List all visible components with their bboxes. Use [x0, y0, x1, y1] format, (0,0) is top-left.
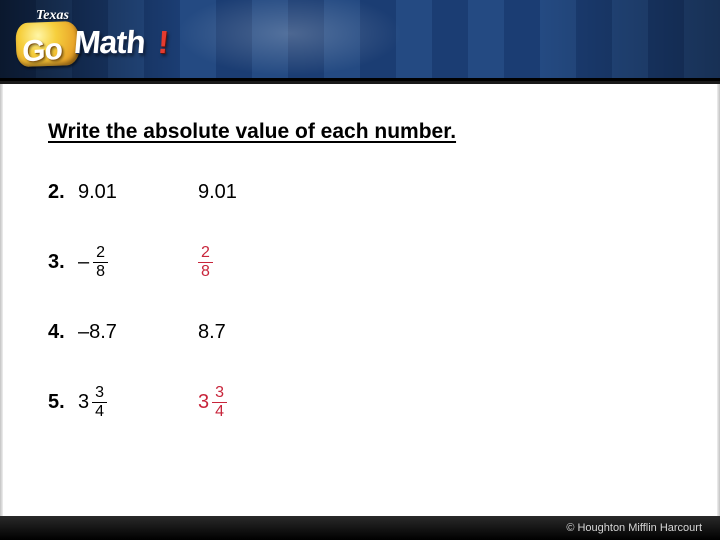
problem-answer: 3 3 4 [198, 385, 227, 420]
problem-answer: 9.01 [198, 181, 237, 204]
brand-logo: Texas Go Math ! [12, 8, 172, 74]
brand-math-text: Math [72, 24, 146, 61]
answer-mixed-number: 3 3 4 [198, 385, 227, 420]
fraction-numerator: 3 [212, 385, 227, 402]
problem-prompt: –8.7 [78, 321, 198, 344]
mixed-whole: 3 [198, 391, 209, 414]
problem-prompt: 3 3 4 [78, 385, 198, 420]
mixed-fraction: 3 4 [212, 385, 227, 420]
answer-value: 9.01 [198, 181, 237, 204]
fraction-denominator: 8 [198, 262, 213, 280]
brand-go-text: Go [22, 33, 62, 70]
answer-fraction: 2 8 [198, 245, 213, 280]
prompt-mixed-number: 3 3 4 [78, 385, 107, 420]
problem-number: 2. [48, 181, 78, 204]
problem-row: 2. 9.01 9.01 [48, 172, 672, 212]
negative-sign: – [78, 251, 89, 274]
mixed-whole: 3 [78, 391, 89, 414]
slide-edge-left [0, 84, 3, 516]
fraction-denominator: 8 [93, 262, 108, 280]
answer-value: 8.7 [198, 321, 226, 344]
problem-number: 5. [48, 391, 78, 414]
content-area: Write the absolute value of each number.… [48, 120, 672, 452]
problem-row: 3. – 2 8 2 8 [48, 242, 672, 282]
problem-answer: 8.7 [198, 321, 226, 344]
brand-bang: ! [156, 24, 170, 61]
fraction-numerator: 3 [92, 385, 107, 402]
header-shine [180, 0, 400, 84]
instruction-text: Write the absolute value of each number. [48, 120, 672, 144]
fraction-numerator: 2 [198, 245, 213, 262]
brand-go-badge: Go [15, 21, 80, 67]
prompt-fraction: 2 8 [93, 245, 108, 280]
problem-row: 4. –8.7 8.7 [48, 312, 672, 352]
fraction-denominator: 4 [212, 402, 227, 420]
header-bar: Texas Go Math ! [0, 0, 720, 84]
problem-number: 4. [48, 321, 78, 344]
mixed-fraction: 3 4 [92, 385, 107, 420]
problem-row: 5. 3 3 4 3 3 4 [48, 382, 672, 422]
fraction-numerator: 2 [93, 245, 108, 262]
fraction-denominator: 4 [92, 402, 107, 420]
prompt-value: 9.01 [78, 181, 117, 204]
copyright-text: © Houghton Mifflin Harcourt [566, 522, 702, 534]
prompt-value: –8.7 [78, 321, 117, 344]
problem-prompt: – 2 8 [78, 245, 198, 280]
problem-prompt: 9.01 [78, 181, 198, 204]
problem-answer: 2 8 [198, 245, 213, 280]
footer-bar: © Houghton Mifflin Harcourt [0, 516, 720, 540]
header-divider [0, 78, 720, 84]
problem-number: 3. [48, 251, 78, 274]
